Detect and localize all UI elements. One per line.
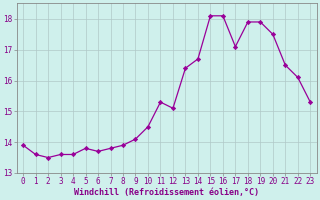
X-axis label: Windchill (Refroidissement éolien,°C): Windchill (Refroidissement éolien,°C) [74, 188, 259, 197]
